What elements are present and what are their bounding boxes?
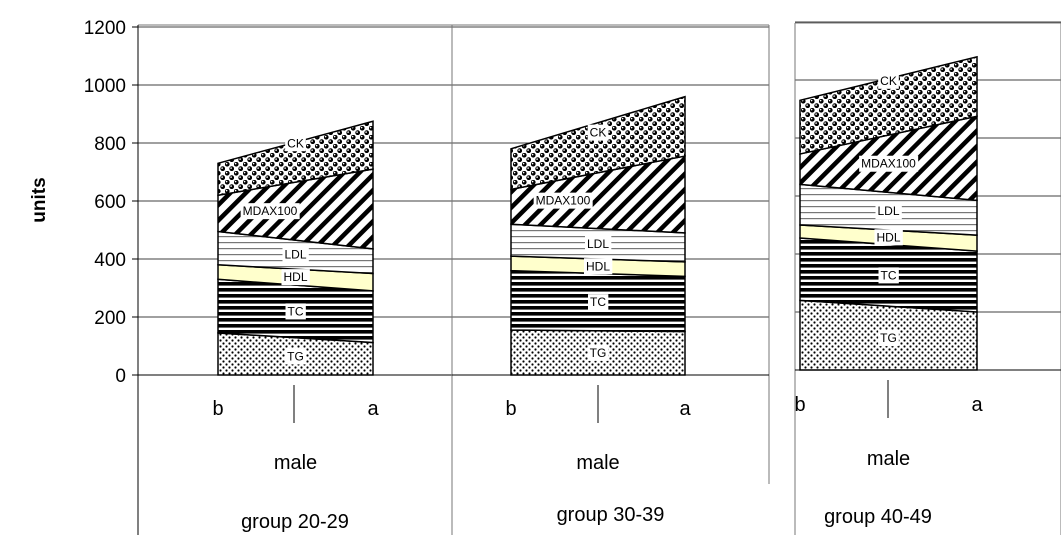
layer-label-bg: [859, 155, 919, 172]
category-label-b: b: [794, 394, 805, 416]
layer-label-bg: [285, 135, 306, 152]
layer-label-bg: [281, 269, 310, 286]
layer-label-bg: [285, 303, 306, 320]
layer-label-ck: CK: [287, 136, 304, 150]
category-label-a: a: [971, 394, 983, 416]
layer-label-tc: TC: [288, 304, 304, 318]
layer-label-bg: [878, 72, 899, 89]
category-label-a: a: [367, 398, 379, 420]
layer-label-bg: [588, 294, 609, 311]
y-tick-label: 0: [115, 366, 126, 387]
layer-label-hdl: HDL: [283, 270, 307, 284]
y-tick-label: 200: [94, 308, 126, 329]
layer-label-hdl: HDL: [586, 259, 610, 273]
y-tick-label: 600: [94, 192, 126, 213]
layer-label-tc: TC: [881, 268, 897, 282]
area-ck: [799, 55, 978, 155]
layer-label-tc: TC: [590, 295, 606, 309]
layer-label-ldl: LDL: [587, 237, 609, 251]
sex-label: male: [867, 448, 910, 470]
category-label-b: b: [212, 398, 223, 420]
layer-label-ck: CK: [590, 126, 607, 140]
area-ck: [217, 120, 374, 197]
group-label: group 20-29: [241, 511, 349, 533]
category-label-a: a: [679, 398, 691, 420]
layer-label-bg: [878, 330, 899, 347]
y-tick-label: 400: [94, 250, 126, 271]
layer-label-bg: [878, 267, 899, 284]
layer-label-bg: [584, 235, 612, 252]
layer-label-ldl: LDL: [877, 204, 899, 218]
layer-label-bg: [587, 124, 609, 141]
layer-label-tg: TG: [590, 346, 607, 360]
area-ck: [510, 95, 686, 191]
layer-label-hdl: HDL: [876, 230, 900, 244]
layer-label-bg: [875, 203, 902, 220]
layer-label-tg: TG: [287, 349, 304, 363]
layer-label-bg: [240, 203, 300, 220]
layer-label-tg: TG: [880, 331, 897, 345]
group-label: group 40-49: [824, 506, 932, 528]
y-tick-label: 800: [94, 134, 126, 155]
sex-label: male: [274, 452, 317, 474]
category-label-b: b: [505, 398, 516, 420]
layer-label-bg: [583, 258, 613, 275]
layer-label-bg: [533, 192, 593, 209]
layer-label-mdax100: MDAX100: [243, 204, 298, 218]
group-label: group 30-39: [557, 504, 665, 526]
y-tick-label: 1000: [84, 76, 126, 97]
layer-label-bg: [874, 229, 903, 246]
layer-label-bg: [587, 344, 609, 361]
layer-label-mdax100: MDAX100: [536, 194, 591, 208]
y-tick-label: 1200: [84, 18, 126, 39]
y-axis-title: units: [29, 177, 50, 222]
layer-label-bg: [282, 246, 309, 263]
layer-label-ck: CK: [880, 74, 897, 88]
layer-label-mdax100: MDAX100: [861, 157, 916, 171]
layer-label-bg: [285, 348, 306, 365]
sex-label: male: [576, 452, 619, 474]
layer-label-ldl: LDL: [284, 248, 306, 262]
